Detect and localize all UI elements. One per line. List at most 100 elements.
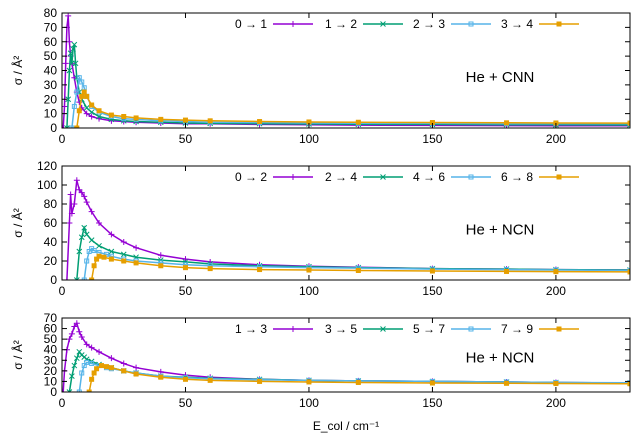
panel-2-series-1-point-8 <box>78 189 85 196</box>
panel-3-series-group <box>62 320 630 392</box>
panel-1-series-4-point-10 <box>133 115 139 121</box>
panel-1-series-4-point-19 <box>553 120 559 126</box>
panel-1-series-1-point-6 <box>66 38 73 45</box>
panel-2-series-4-point-13 <box>306 267 312 273</box>
panel-1-series-2-point-6 <box>70 46 76 52</box>
panel-1-series-3-line <box>71 75 630 128</box>
panel-1-series-2-point-12 <box>83 105 90 111</box>
panel-1-ytick-label-7: 60 <box>44 35 58 49</box>
panel-3-series-4-point-10 <box>158 374 164 380</box>
panel-2-series-2-point-5 <box>83 231 90 238</box>
panel-3-legend-label-2: 3 → 5 <box>325 322 357 336</box>
panel-1-series-1-point-5 <box>65 13 72 19</box>
panel-1-series-2-point-1 <box>64 125 70 128</box>
panel-2-series-3-point-5 <box>91 248 97 254</box>
panel-2-legend-marker-4 <box>556 174 562 180</box>
panel-2-series-2-point-4 <box>81 224 88 231</box>
panel-1-series-2-point-7 <box>71 41 78 48</box>
panel-2-series-4-point-4 <box>96 253 102 259</box>
panel-1-ytick-label-2: 10 <box>44 107 58 121</box>
panel-2-series-4-point-8 <box>133 260 139 266</box>
panel-1-series-2-point-14 <box>96 113 102 120</box>
panel-3-series-2-point-4 <box>73 355 80 362</box>
panel-3-series-4-point-14 <box>306 379 312 385</box>
panel-1-legend-marker-2 <box>380 21 386 27</box>
panel-2-series-3-point-1 <box>81 277 87 280</box>
panel-1-series-3-point-2 <box>71 103 77 109</box>
panel-1-series-2-point-3 <box>66 67 73 74</box>
panel-3-series-1-point-8 <box>76 328 83 335</box>
panel-3-xtick-label-1: 0 <box>59 396 66 410</box>
panel-2-ytick-label-5: 80 <box>44 197 58 211</box>
panel-3-series-1-point-6 <box>71 323 78 330</box>
panel-1-ytick-label-1: 0 <box>50 121 57 135</box>
panel-2-series-2-point-2 <box>76 248 83 255</box>
panel-3-series-4-point-11 <box>182 376 188 382</box>
panel-3-xtick-label-3: 100 <box>299 396 319 410</box>
panel-3-series-1-point-10 <box>83 341 90 348</box>
panel-1-series-3-point-1 <box>69 125 75 128</box>
panel-3-ytick-label-5: 40 <box>44 343 58 357</box>
panel-1-legend-marker-1 <box>290 21 296 27</box>
panel-1-series-4-point-11 <box>158 116 164 122</box>
panel-3-series-2-point-2 <box>69 373 75 379</box>
panel-3-series-4-point-7 <box>108 365 114 371</box>
panel-1-series-4-point-5 <box>84 93 90 99</box>
panel-2-series-4-point-7 <box>121 258 127 264</box>
panel-3-series-2-point-1 <box>66 389 73 392</box>
panel-2-series-1-point-2 <box>66 220 73 226</box>
panel-2-series-4-point-9 <box>158 263 164 269</box>
panel-2-ylabel: σ / Å² <box>10 208 25 237</box>
panel-3-series-4-point-6 <box>103 364 109 370</box>
panel-3-series-3-point-5 <box>89 360 95 366</box>
panel-1-series-4-point-9 <box>121 114 127 119</box>
panel-3-ytick-label-2: 10 <box>44 374 58 388</box>
panel-1-ytick-label-4: 30 <box>44 78 58 92</box>
panel-3-legend-label-3: 5 → 7 <box>413 322 445 336</box>
panel-3-xtick-label-5: 200 <box>546 396 566 410</box>
panel-2-legend-label-3: 4 → 6 <box>413 170 445 184</box>
panel-1-series-3-point-3 <box>74 89 80 95</box>
panel-2-series-1-point-1 <box>63 277 70 280</box>
panel-1-series-4-point-2 <box>76 108 82 114</box>
panel-1-ytick-label-3: 20 <box>44 92 58 106</box>
panel-2-series-1-point-16 <box>157 252 164 259</box>
panel-2-series-1-point-3 <box>67 191 74 198</box>
panel-2-ytick-label-4: 60 <box>44 216 58 230</box>
panel-2-xtick-label-1: 0 <box>59 284 66 298</box>
panel-3-series-4-point-9 <box>133 371 139 377</box>
panel-2-series-4-point-3 <box>94 256 100 262</box>
panel-1-series-4-point-17 <box>429 120 435 126</box>
panel-1-series-4-point-18 <box>504 120 510 126</box>
panel-1-series-4-point-8 <box>108 112 114 118</box>
panel-2-legend-label-1: 0 → 2 <box>235 170 267 184</box>
panel-1-series-4-point-16 <box>355 119 361 125</box>
panel-2-legend-marker-2 <box>380 174 386 180</box>
panel-1-series-4-point-3 <box>79 93 85 99</box>
panel-2-series-4-point-2 <box>91 263 97 269</box>
panel-1-series-2-point-2 <box>65 96 72 103</box>
panel-1-series-4-point-14 <box>257 119 263 125</box>
panel-3-series-4-point-3 <box>91 370 97 376</box>
panel-2-series-4-point-18 <box>627 269 630 275</box>
panel-2-legend-label-4: 6 → 8 <box>501 170 533 184</box>
panel-1-series-4-point-1 <box>74 125 80 128</box>
panel-2-series-4-point-10 <box>182 265 188 271</box>
panel-1-series-1-point-1 <box>62 125 67 128</box>
panel-3-series-1-point-1 <box>62 389 67 392</box>
panel-2-legend-marker-3 <box>468 174 474 180</box>
panel-2-series-1-point-13 <box>108 231 115 238</box>
panel-3-series-2-point-3 <box>71 362 78 369</box>
panel-1-legend-marker-4 <box>556 21 562 27</box>
panel-1-ytick-label-9: 80 <box>44 6 58 20</box>
panel-3-series-3-line <box>78 361 630 392</box>
panel-1-series-4-point-20 <box>627 120 630 126</box>
panel-3-series-3-point-1 <box>76 389 82 392</box>
panel-3-ytick-label-1: 0 <box>50 385 57 399</box>
panel-2-ytick-label-2: 20 <box>44 254 58 268</box>
panel-3-legend-marker-3 <box>468 326 474 332</box>
panel-2-series-2-point-8 <box>108 248 115 255</box>
panel-1-legend-label-4: 3 → 4 <box>501 17 533 31</box>
panel-1-ylabel: σ / Å² <box>10 56 25 85</box>
